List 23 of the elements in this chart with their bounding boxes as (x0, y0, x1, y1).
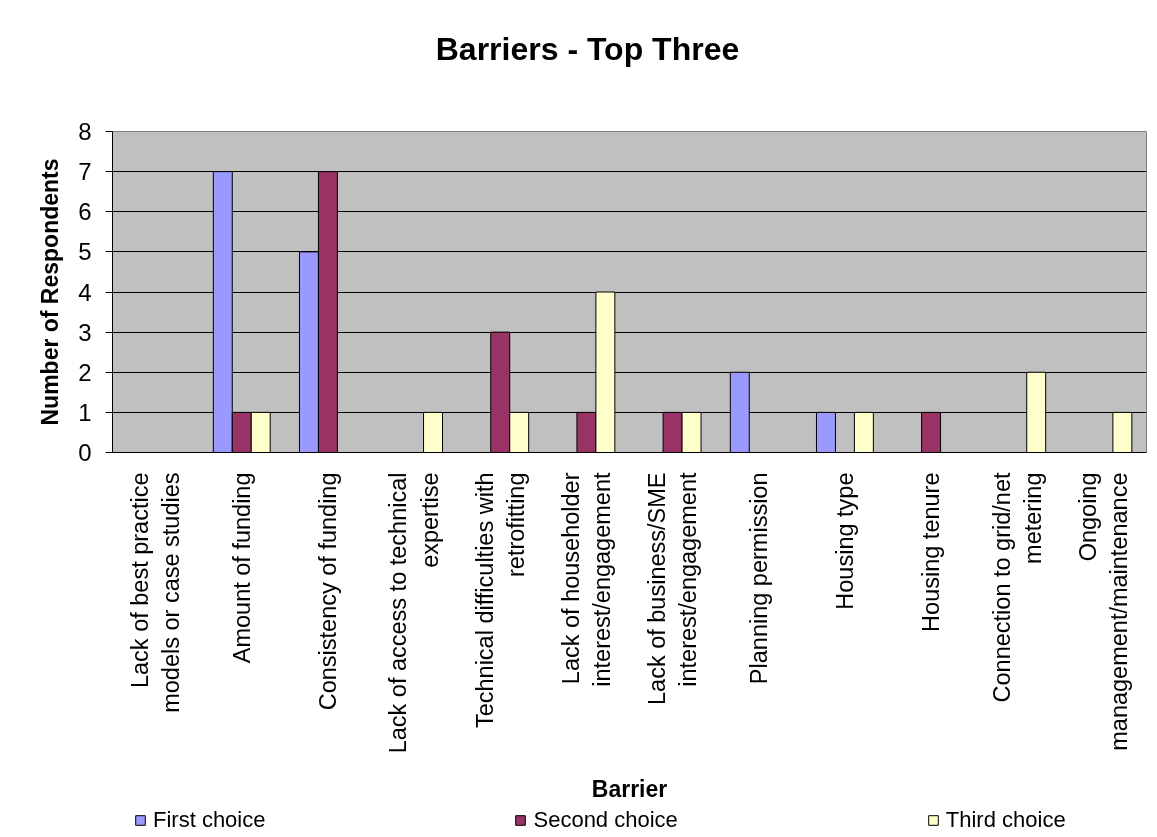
legend-label: First choice (153, 807, 266, 833)
y-tick-label: 8 (78, 118, 92, 145)
x-tick-label: Housing tenure (918, 472, 945, 632)
y-tick-label: 2 (78, 358, 92, 386)
x-tick-label: Lack of best practice models or case studies (126, 472, 185, 713)
x-tick-label: Planning permission (745, 472, 772, 685)
legend-label: Second choice (533, 807, 678, 833)
y-tick-label: 7 (78, 158, 92, 186)
legend-label: Third choice (945, 807, 1066, 833)
y-tick-label: 3 (78, 318, 92, 346)
x-tick-label: Housing type (831, 472, 858, 610)
y-tick-label: 4 (78, 278, 92, 306)
x-tick-label: Connection to grid/net metering (988, 472, 1046, 703)
y-tick-label: 1 (78, 398, 92, 426)
y-tick-label: 0 (78, 439, 92, 466)
chart-title: Barriers - Top Three (435, 30, 740, 67)
y-tick-label: 6 (78, 198, 92, 226)
x-tick-label: Amount of funding (228, 472, 255, 664)
x-tick-label: Lack of access to technical expertise (385, 472, 443, 754)
y-axis-title: Number of Respondents (37, 158, 64, 426)
y-tick-label: 5 (78, 238, 92, 266)
x-tick-label: Consistency of funding (314, 472, 341, 711)
x-axis-title: Barrier (591, 776, 668, 803)
